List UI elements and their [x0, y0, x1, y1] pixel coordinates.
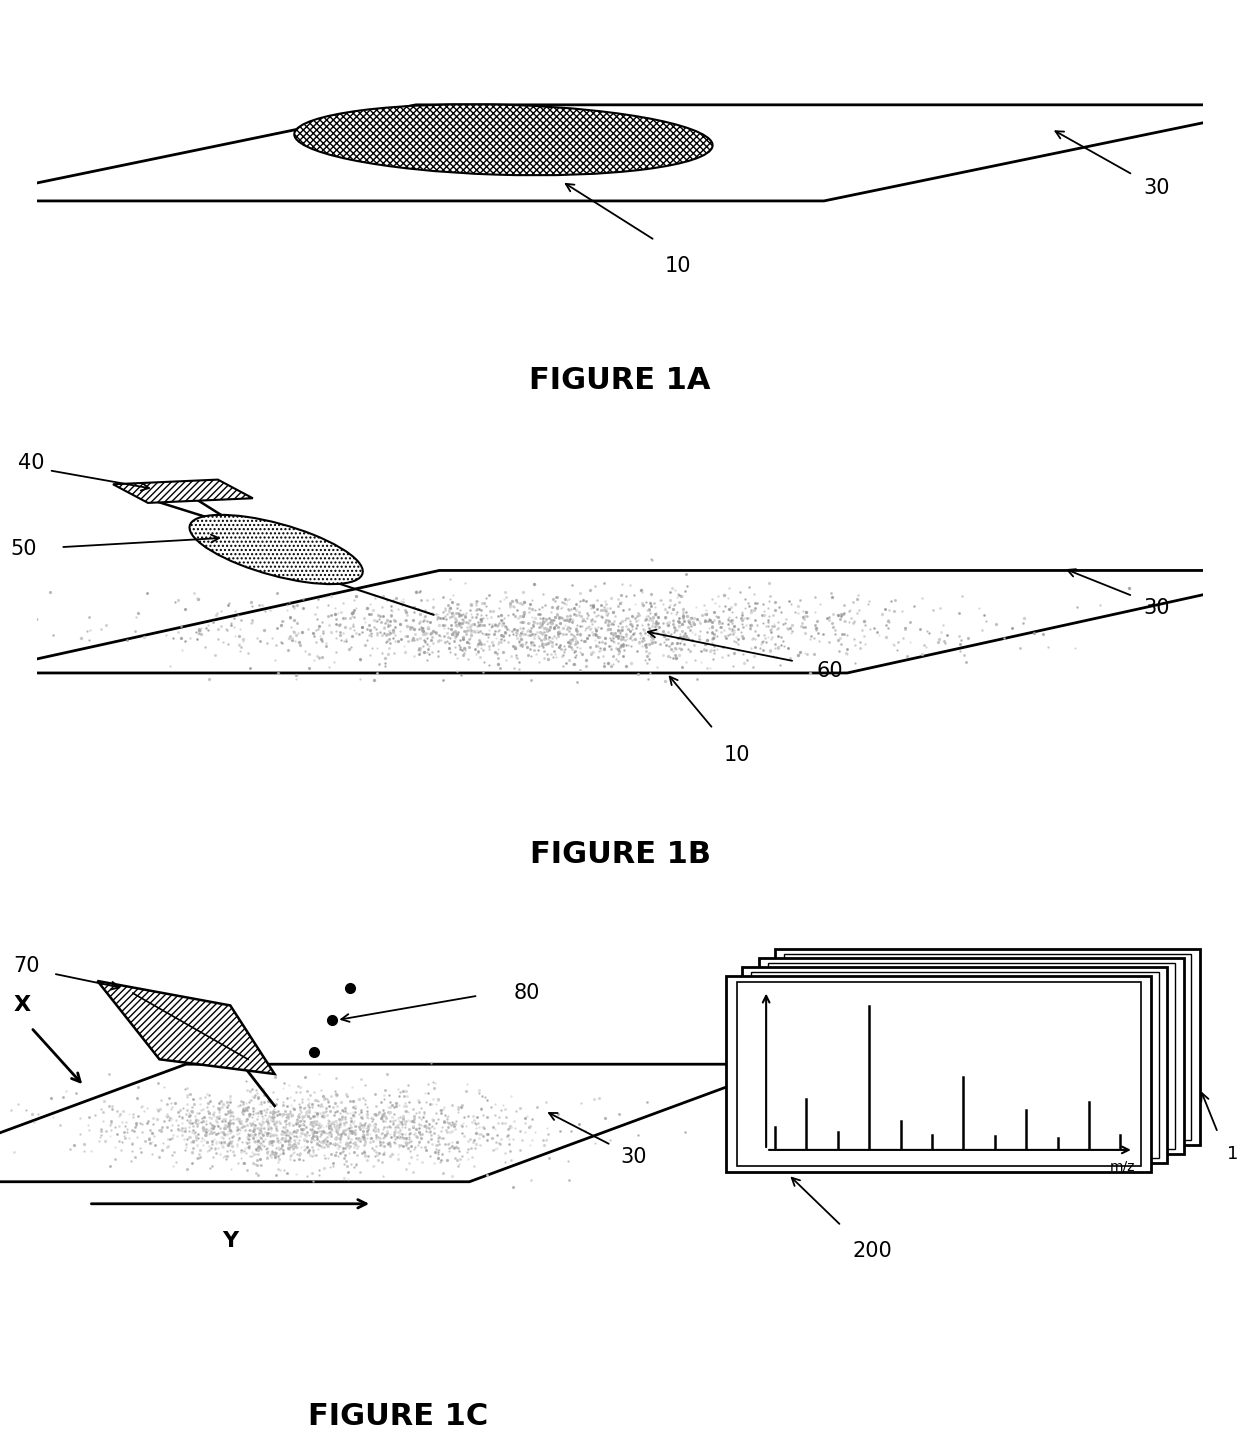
Polygon shape	[0, 1064, 789, 1182]
Text: 30: 30	[620, 1147, 646, 1168]
Ellipse shape	[190, 515, 363, 584]
Bar	[768, 962, 1176, 1149]
Polygon shape	[0, 105, 1240, 201]
Bar	[751, 973, 1158, 1158]
Text: 40: 40	[19, 453, 45, 473]
Text: 10: 10	[723, 745, 750, 766]
Bar	[759, 958, 1184, 1153]
Text: 200: 200	[853, 1241, 893, 1261]
Text: FIGURE 1C: FIGURE 1C	[309, 1402, 489, 1431]
Text: 50: 50	[11, 540, 37, 559]
Bar	[784, 954, 1192, 1140]
Text: 60: 60	[816, 661, 843, 680]
Text: Y: Y	[222, 1230, 238, 1251]
Text: 30: 30	[1143, 178, 1169, 198]
Bar	[775, 949, 1200, 1144]
Polygon shape	[98, 981, 274, 1075]
Polygon shape	[0, 571, 1240, 673]
Bar	[743, 967, 1167, 1163]
Polygon shape	[113, 479, 253, 502]
Text: 70: 70	[14, 957, 40, 977]
Text: 80: 80	[513, 983, 541, 1003]
Text: 30: 30	[1143, 598, 1169, 617]
Text: m/z: m/z	[1110, 1159, 1136, 1174]
Text: FIGURE 1A: FIGURE 1A	[529, 365, 711, 395]
Text: 10: 10	[665, 255, 692, 275]
Text: X: X	[14, 996, 31, 1015]
Text: 1..k: 1..k	[1226, 1144, 1240, 1163]
Bar	[737, 981, 1141, 1166]
Bar	[727, 976, 1152, 1172]
Text: FIGURE 1B: FIGURE 1B	[529, 840, 711, 869]
Ellipse shape	[294, 105, 713, 175]
